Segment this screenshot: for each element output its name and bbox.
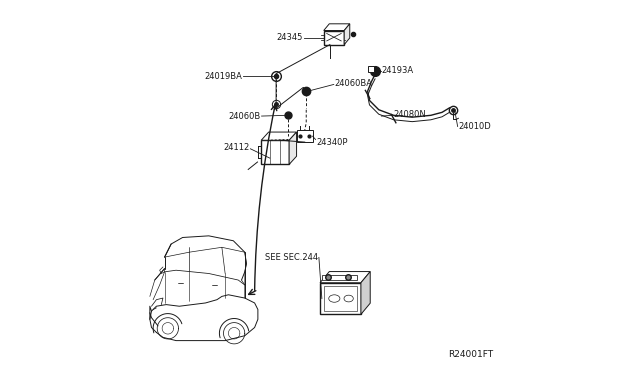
Polygon shape (289, 132, 296, 164)
Text: 24345: 24345 (277, 33, 303, 42)
FancyBboxPatch shape (320, 283, 361, 314)
Text: R24001FT: R24001FT (448, 350, 493, 359)
FancyBboxPatch shape (261, 140, 289, 164)
Text: 24010D: 24010D (458, 122, 491, 131)
FancyBboxPatch shape (322, 275, 356, 280)
Polygon shape (361, 272, 370, 314)
Ellipse shape (344, 295, 353, 302)
Text: SEE SEC.244: SEE SEC.244 (265, 253, 318, 262)
Text: 24193A: 24193A (381, 66, 414, 75)
Polygon shape (344, 24, 349, 45)
FancyBboxPatch shape (324, 31, 344, 45)
Polygon shape (261, 132, 296, 140)
FancyBboxPatch shape (297, 130, 312, 142)
Text: 24112: 24112 (223, 143, 250, 152)
Text: 24060BA: 24060BA (335, 79, 373, 88)
FancyBboxPatch shape (324, 286, 357, 311)
Polygon shape (320, 272, 370, 283)
Ellipse shape (329, 295, 340, 302)
Text: 24060B: 24060B (228, 112, 260, 121)
Polygon shape (324, 24, 349, 31)
Text: 24019BA: 24019BA (204, 72, 242, 81)
Text: 24340P: 24340P (316, 138, 348, 147)
Text: 24080N: 24080N (394, 110, 426, 119)
